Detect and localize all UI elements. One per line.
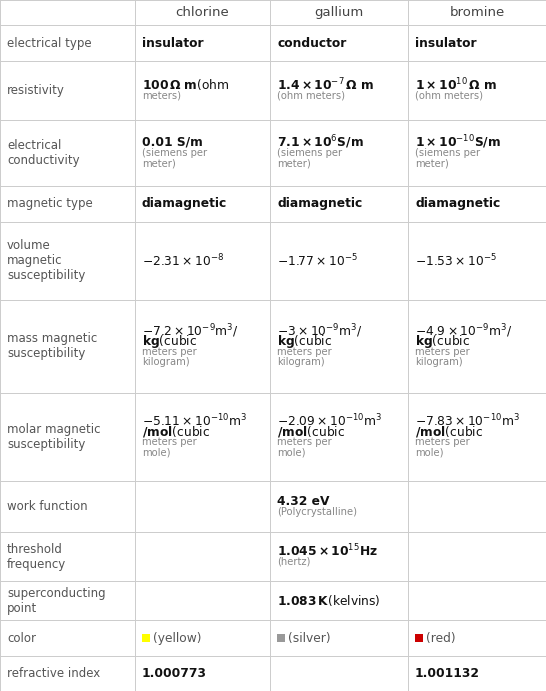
Text: $\mathbf{1\times10}^{-10}\mathbf{ S/m}$: $\mathbf{1\times10}^{-10}\mathbf{ S/m}$ (415, 133, 501, 151)
Text: volume
magnetic
susceptibility: volume magnetic susceptibility (7, 239, 85, 282)
Text: 4.32 eV: 4.32 eV (277, 495, 329, 508)
Text: mole): mole) (142, 448, 170, 458)
Text: gallium: gallium (314, 6, 364, 19)
Text: (siemens per: (siemens per (142, 148, 207, 158)
Text: $\mathbf{1.083\,K}\mathrm{ (kelvins)}$: $\mathbf{1.083\,K}\mathrm{ (kelvins)}$ (277, 594, 381, 608)
Text: meters per: meters per (277, 347, 332, 357)
Text: magnetic type: magnetic type (7, 198, 93, 210)
Text: $\mathbf{/mol}\mathrm{ (cubic}$: $\mathbf{/mol}\mathrm{ (cubic}$ (142, 424, 210, 439)
Text: $\mathrm{-1.53\times10}^{-5}$: $\mathrm{-1.53\times10}^{-5}$ (415, 252, 497, 269)
Text: mass magnetic
susceptibility: mass magnetic susceptibility (7, 332, 97, 361)
Text: (red): (red) (426, 632, 455, 645)
Text: kilogram): kilogram) (142, 357, 189, 367)
Text: meter): meter) (142, 158, 176, 169)
Text: $\mathrm{-3\times10}^{-9}\mathrm{ m^{3}/}$: $\mathrm{-3\times10}^{-9}\mathrm{ m^{3}/… (277, 322, 363, 339)
Text: diamagnetic: diamagnetic (142, 198, 227, 210)
Text: meter): meter) (277, 158, 311, 169)
Text: $\mathrm{-2.09\times10}^{-10}\mathrm{ m^{3}}$: $\mathrm{-2.09\times10}^{-10}\mathrm{ m^… (277, 413, 383, 430)
Text: diamagnetic: diamagnetic (415, 198, 500, 210)
Text: meters): meters) (142, 91, 181, 100)
Text: $\mathrm{-4.9\times10}^{-9}\mathrm{ m^{3}/}$: $\mathrm{-4.9\times10}^{-9}\mathrm{ m^{3… (415, 322, 513, 339)
Text: (yellow): (yellow) (153, 632, 201, 645)
Bar (415, 634, 423, 642)
Text: $\mathbf{/mol}\mathrm{ (cubic}$: $\mathbf{/mol}\mathrm{ (cubic}$ (277, 424, 345, 439)
Text: threshold
frequency: threshold frequency (7, 542, 66, 571)
Bar (277, 634, 285, 642)
Text: 1.001132: 1.001132 (415, 667, 480, 680)
Text: (ohm meters): (ohm meters) (415, 91, 483, 100)
Text: $\mathbf{kg}\mathrm{ (cubic}$: $\mathbf{kg}\mathrm{ (cubic}$ (142, 333, 197, 350)
Text: meters per: meters per (415, 437, 470, 447)
Text: bromine: bromine (449, 6, 505, 19)
Text: $\mathbf{1.045\times10}^{15}\mathbf{ Hz}$: $\mathbf{1.045\times10}^{15}\mathbf{ Hz}… (277, 543, 378, 560)
Text: diamagnetic: diamagnetic (277, 198, 362, 210)
Text: (hertz): (hertz) (277, 557, 310, 567)
Text: superconducting
point: superconducting point (7, 587, 105, 615)
Text: (siemens per: (siemens per (415, 148, 480, 158)
Text: 0.01 S/m: 0.01 S/m (142, 136, 203, 149)
Text: electrical type: electrical type (7, 37, 92, 50)
Text: conductor: conductor (277, 37, 346, 50)
Text: $\mathbf{100\,\Omega\,\,m}\mathrm{ (ohm}$: $\mathbf{100\,\Omega\,\,m}\mathrm{ (ohm}… (142, 77, 230, 93)
Text: (Polycrystalline): (Polycrystalline) (277, 507, 357, 517)
Text: chlorine: chlorine (176, 6, 229, 19)
Text: electrical
conductivity: electrical conductivity (7, 139, 80, 167)
Text: $\mathbf{/mol}\mathrm{ (cubic}$: $\mathbf{/mol}\mathrm{ (cubic}$ (415, 424, 483, 439)
Text: meters per: meters per (415, 347, 470, 357)
Text: (siemens per: (siemens per (277, 148, 342, 158)
Text: resistivity: resistivity (7, 84, 65, 97)
Bar (142, 634, 150, 642)
Text: $\mathbf{7.1\times10}^{6}\mathbf{ S/m}$: $\mathbf{7.1\times10}^{6}\mathbf{ S/m}$ (277, 133, 364, 151)
Text: insulator: insulator (142, 37, 204, 50)
Text: mole): mole) (277, 448, 306, 458)
Text: $\mathbf{kg}\mathrm{ (cubic}$: $\mathbf{kg}\mathrm{ (cubic}$ (415, 333, 470, 350)
Text: (ohm meters): (ohm meters) (277, 91, 345, 100)
Text: $\mathrm{-5.11\times10}^{-10}\mathrm{ m^{3}}$: $\mathrm{-5.11\times10}^{-10}\mathrm{ m^… (142, 413, 247, 430)
Text: insulator: insulator (415, 37, 477, 50)
Text: color: color (7, 632, 36, 645)
Text: $\mathbf{1\times10}^{10}\mathbf{\,\Omega\,\,m}$: $\mathbf{1\times10}^{10}\mathbf{\,\Omega… (415, 77, 497, 93)
Text: molar magnetic
susceptibility: molar magnetic susceptibility (7, 423, 100, 451)
Text: kilogram): kilogram) (415, 357, 462, 367)
Text: meters per: meters per (277, 437, 332, 447)
Text: meters per: meters per (142, 347, 197, 357)
Text: $\mathrm{-2.31\times10}^{-8}$: $\mathrm{-2.31\times10}^{-8}$ (142, 252, 224, 269)
Text: $\mathrm{-7.83\times10}^{-10}\mathrm{ m^{3}}$: $\mathrm{-7.83\times10}^{-10}\mathrm{ m^… (415, 413, 520, 430)
Text: meters per: meters per (142, 437, 197, 447)
Text: $\mathbf{1.4\times10}^{-7}\mathbf{\,\Omega\,\,m}$: $\mathbf{1.4\times10}^{-7}\mathbf{\,\Ome… (277, 77, 374, 93)
Text: mole): mole) (415, 448, 443, 458)
Text: $\mathbf{kg}\mathrm{ (cubic}$: $\mathbf{kg}\mathrm{ (cubic}$ (277, 333, 333, 350)
Text: work function: work function (7, 500, 87, 513)
Text: 1.000773: 1.000773 (142, 667, 207, 680)
Text: $\mathrm{-1.77\times10}^{-5}$: $\mathrm{-1.77\times10}^{-5}$ (277, 252, 358, 269)
Text: meter): meter) (415, 158, 449, 169)
Text: (silver): (silver) (288, 632, 331, 645)
Text: refractive index: refractive index (7, 667, 100, 680)
Text: $\mathrm{-7.2\times10}^{-9}\mathrm{ m^{3}/}$: $\mathrm{-7.2\times10}^{-9}\mathrm{ m^{3… (142, 322, 239, 339)
Text: kilogram): kilogram) (277, 357, 325, 367)
